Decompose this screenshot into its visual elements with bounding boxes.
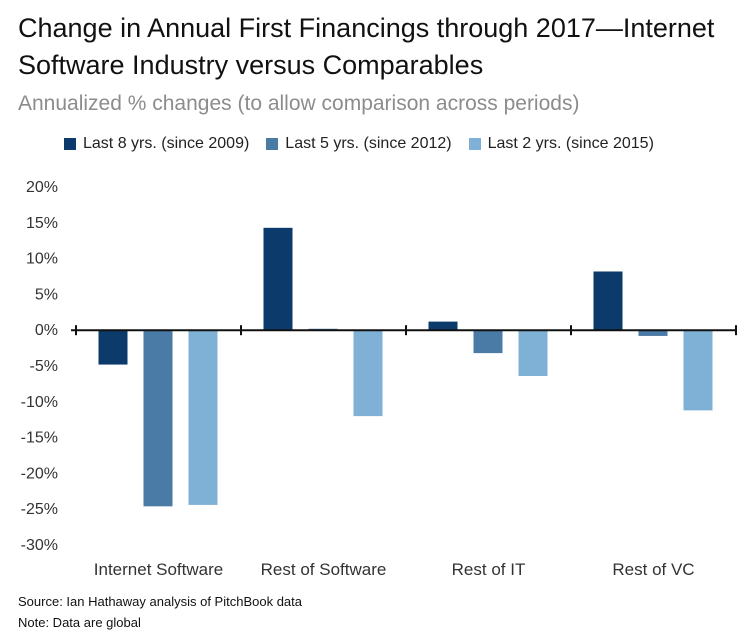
category-label: Rest of VC — [612, 560, 694, 579]
bar-chart: 20% 15% 10% 5% 0% -5% -10% -15% -20% -25% -30% Inte… — [21, 179, 737, 579]
data-note: Note: Data are global — [18, 615, 141, 630]
y-tick-label: -10% — [21, 394, 58, 411]
y-tick-label: -25% — [21, 501, 58, 518]
bar-2009 — [593, 271, 623, 331]
bar-2015 — [683, 330, 713, 411]
legend-item-2012: Last 5 yrs. (since 2012) — [266, 135, 452, 153]
bar-2015 — [518, 330, 548, 377]
source-note: Source: Ian Hathaway analysis of PitchBo… — [18, 594, 302, 609]
y-tick-label: 5% — [35, 286, 58, 303]
legend-label-2009: Last 8 yrs. (since 2009) — [83, 135, 250, 152]
y-tick-label: 20% — [26, 179, 58, 196]
legend-item-2009: Last 8 yrs. (since 2009) — [64, 135, 249, 153]
category-label: Rest of Software — [261, 560, 387, 579]
chart-subtitle: Annualized % changes (to allow compariso… — [18, 92, 580, 115]
legend-swatch-2009 — [64, 138, 76, 150]
y-tick-label: -5% — [30, 358, 58, 375]
legend: Last 8 yrs. (since 2009) Last 5 yrs. (si… — [64, 135, 671, 153]
bar-2009 — [98, 330, 128, 365]
y-tick-label: -20% — [21, 465, 58, 482]
bar-2012 — [143, 330, 173, 507]
y-tick-label: -30% — [21, 537, 58, 554]
y-tick-label: 10% — [26, 251, 58, 268]
chart-title: Change in Annual First Financings throug… — [18, 13, 715, 80]
legend-item-2015: Last 2 yrs. (since 2015) — [468, 135, 654, 153]
legend-swatch-2012 — [266, 138, 279, 150]
y-tick-label: 15% — [26, 215, 58, 232]
bar-2009 — [428, 321, 458, 331]
category-label: Internet Software — [94, 560, 223, 579]
y-tick-label: 0% — [35, 322, 58, 339]
bar-2009 — [263, 227, 293, 331]
bar-2012 — [473, 330, 503, 354]
bar-2012 — [638, 330, 668, 336]
legend-label-2012: Last 5 yrs. (since 2012) — [285, 135, 452, 152]
category-label: Rest of IT — [452, 560, 526, 579]
legend-swatch-2015 — [468, 138, 481, 150]
legend-label-2015: Last 2 yrs. (since 2015) — [487, 135, 654, 152]
y-tick-label: -15% — [21, 430, 58, 447]
bar-2015 — [353, 330, 383, 417]
bar-2015 — [188, 330, 218, 505]
